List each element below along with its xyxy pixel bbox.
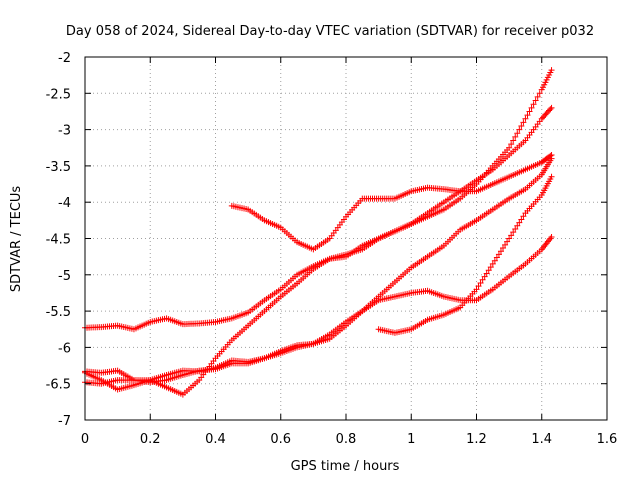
x-tick-label: 0.4 [205, 432, 226, 447]
series-4 [82, 104, 555, 398]
data-point [500, 245, 507, 252]
data-point [530, 101, 537, 108]
data-point [520, 213, 527, 220]
data-point [548, 104, 555, 111]
data-point [548, 152, 555, 159]
data-point [485, 267, 492, 274]
x-tick-label: 1.2 [466, 432, 487, 447]
x-tick-label: 0.2 [140, 432, 161, 447]
data-point [510, 137, 517, 144]
data-point [548, 234, 555, 241]
x-tick-label: 1.4 [531, 432, 552, 447]
data-point [487, 264, 494, 271]
y-tick-label: -3 [58, 124, 71, 139]
data-point [532, 97, 539, 104]
data-point [510, 229, 517, 236]
data-point [481, 273, 488, 280]
series-3 [82, 155, 555, 387]
chart-title: Day 058 of 2024, Sidereal Day-to-day VTE… [66, 24, 594, 39]
data-point [548, 173, 555, 180]
y-tick-label: -5 [58, 269, 71, 284]
data-point [547, 106, 554, 113]
series-5 [228, 152, 555, 253]
y-tick-label: -2 [58, 51, 71, 66]
data-point [518, 216, 525, 223]
data-point [504, 238, 511, 245]
data-point [491, 257, 498, 264]
data-point [528, 104, 535, 111]
x-tick-label: 1 [407, 432, 415, 447]
x-tick-label: 0 [81, 432, 89, 447]
data-point [514, 130, 521, 137]
data-point [489, 260, 496, 267]
data-point [479, 276, 486, 283]
x-tick-label: 0.6 [270, 432, 291, 447]
y-tick-label: -4.5 [46, 233, 71, 248]
data-point [475, 283, 482, 290]
data-point [520, 119, 527, 126]
data-point [495, 251, 502, 258]
axes: 0 0.2 0.4 0.6 0.8 1 1.2 1.4 1.6 -7 -6.5 -6 -5.5 -5 -4.… [46, 51, 618, 447]
data-point [502, 241, 509, 248]
series-6 [375, 173, 555, 336]
plot-area [82, 67, 555, 398]
data-point [512, 133, 519, 140]
data-point [518, 122, 525, 129]
data-point [534, 93, 541, 100]
data-point [506, 144, 513, 151]
data-point [524, 112, 531, 119]
x-tick-label: 1.6 [597, 432, 618, 447]
y-tick-label: -6.5 [46, 378, 71, 393]
data-point [536, 90, 543, 97]
y-tick-label: -5.5 [46, 305, 71, 320]
data-point [477, 279, 484, 286]
data-point [473, 286, 480, 293]
data-point [512, 225, 519, 232]
data-point [516, 126, 523, 133]
x-tick-label: 0.8 [336, 432, 357, 447]
data-point [526, 108, 533, 115]
y-tick-label: -4 [58, 196, 71, 211]
data-point [508, 141, 515, 148]
data-point [508, 232, 515, 239]
data-point [522, 115, 529, 122]
data-point [548, 67, 555, 74]
x-axis-label: GPS time / hours [291, 459, 400, 474]
y-tick-label: -7 [58, 414, 71, 429]
data-point [493, 254, 500, 261]
data-point [497, 248, 504, 255]
y-axis-label: SDTVAR / TECUs [9, 186, 24, 293]
series-2 [82, 234, 555, 384]
y-tick-label: -6 [58, 341, 71, 356]
data-point [547, 152, 554, 159]
data-point [514, 222, 521, 229]
data-point [516, 219, 523, 226]
y-tick-label: -3.5 [46, 160, 71, 175]
series-1 [82, 67, 555, 333]
y-tick-label: -2.5 [46, 87, 71, 102]
data-point [483, 270, 490, 277]
data-point [506, 235, 513, 242]
